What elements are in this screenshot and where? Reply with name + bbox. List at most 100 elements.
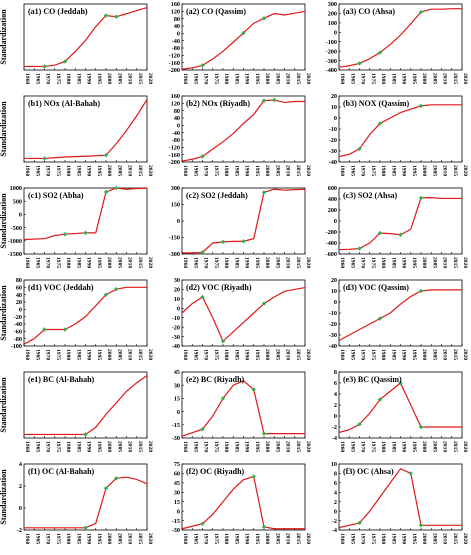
panel-title: (b1) NOx (Al-Bahah): [28, 99, 100, 108]
x-tick-label: 1980: [223, 441, 229, 452]
x-tick-label: 2010: [285, 441, 291, 452]
y-tick-label: -600: [326, 251, 337, 258]
panel-title: (a2) CO (Qassim): [186, 7, 246, 16]
data-point-marker: [103, 189, 109, 195]
y-tick-label: -40: [329, 159, 337, 166]
x-tick-label: 1980: [380, 349, 386, 360]
x-tick-label: 2005: [431, 441, 437, 452]
x-tick-label: 1995: [96, 165, 102, 176]
x-tick-label: 2015: [295, 349, 301, 360]
y-tick-label: 0: [334, 413, 337, 420]
y-tick-label: -200: [169, 159, 180, 166]
y-tick-label: -1000: [8, 238, 22, 245]
data-point-marker: [200, 250, 205, 255]
plot-frame: [23, 463, 148, 531]
x-tick-label: 1970: [45, 165, 51, 176]
data-point-marker: [418, 195, 424, 201]
series-line: [24, 6, 148, 68]
panel-title: (d2) VOC (Riyadh): [186, 283, 252, 292]
x-tick-label: 1975: [55, 349, 61, 360]
x-tick-label: 1985: [390, 165, 396, 176]
y-tick-label: -40: [329, 343, 337, 350]
y-tick-label: 0: [177, 409, 180, 416]
data-point-marker: [103, 13, 109, 18]
x-tick-label: 2000: [421, 257, 427, 268]
y-tick-label: 40: [174, 23, 180, 30]
x-tick-label: 1980: [380, 165, 386, 176]
y-tick-label: 15: [174, 396, 180, 403]
x-tick-label: 2010: [285, 349, 291, 360]
x-tick-label: 2020: [147, 349, 153, 360]
x-tick-label: 2020: [147, 257, 153, 268]
panel-title: (f3) OC (Ahsa): [343, 467, 394, 476]
x-tick-label: 1975: [370, 73, 376, 84]
y-tick-label: -60: [14, 329, 22, 336]
y-axis-label: Standardization: [0, 469, 8, 525]
x-tick-label: 1975: [55, 257, 61, 268]
y-tick-label: 10: [331, 288, 337, 295]
chart-panel: -1500 -1000 -500 0 500 1000 1960 1965 1970 1975 19…: [0, 185, 153, 268]
x-tick-label: 2020: [462, 441, 468, 452]
data-point-marker: [62, 327, 68, 332]
data-point-marker: [418, 424, 424, 430]
x-tick-label: 1965: [349, 349, 355, 360]
y-tick-label: 400: [328, 196, 337, 203]
x-tick-label: 2015: [137, 257, 143, 268]
y-axis-label: Standardization: [0, 101, 8, 157]
x-tick-label: 1975: [370, 533, 376, 544]
y-tick-label: 20: [16, 299, 22, 306]
y-tick-label: -20: [172, 324, 180, 331]
y-tick-label: 0: [177, 218, 180, 225]
x-tick-label: 1995: [96, 349, 102, 360]
data-point-marker: [200, 63, 205, 68]
x-tick-label: 1990: [86, 349, 92, 360]
x-tick-label: 2020: [462, 165, 468, 176]
x-tick-label: 1980: [223, 349, 229, 360]
x-tick-label: 2000: [421, 165, 427, 176]
x-tick-label: 2015: [452, 533, 458, 544]
x-tick-label: 1965: [349, 73, 355, 84]
data-point-marker: [200, 521, 205, 526]
y-tick-label: 0: [19, 307, 22, 314]
y-tick-label: -20: [329, 137, 337, 144]
x-tick-label: 2000: [106, 165, 112, 176]
chart-panel: -40 -30 -20 -10 0 10 20 1960 1965 1970 1975 1980 198…: [329, 93, 468, 176]
x-tick-label: 1960: [24, 257, 30, 268]
y-tick-label: 4: [19, 461, 22, 468]
x-tick-label: 2005: [274, 257, 280, 268]
y-tick-label: -100: [11, 343, 22, 350]
panel-title: (a1) CO (Jeddah): [28, 7, 88, 16]
x-tick-label: 1985: [75, 73, 81, 84]
y-tick-label: 120: [171, 9, 180, 16]
chart-panel: 1960 1965 1970 1975 1980 1985 1990 1995 2000 2005…: [0, 3, 153, 84]
data-point-marker: [42, 64, 47, 69]
x-tick-label: 2005: [274, 165, 280, 176]
x-tick-label: 1965: [192, 349, 198, 360]
x-tick-label: 1990: [401, 441, 407, 452]
x-tick-label: 2005: [116, 349, 122, 360]
x-tick-label: 1985: [233, 533, 239, 544]
y-tick-label: 0: [334, 115, 337, 122]
x-tick-label: 1960: [339, 165, 345, 176]
x-tick-label: 2020: [462, 73, 468, 84]
x-tick-label: 1980: [65, 165, 71, 176]
y-tick-label: -2: [332, 424, 337, 431]
x-tick-label: 2020: [462, 257, 468, 268]
data-point-marker: [357, 520, 362, 526]
x-tick-label: 1965: [34, 257, 40, 268]
x-tick-label: 1995: [254, 73, 260, 84]
x-tick-label: 1980: [65, 441, 71, 452]
y-axis-label: Standardization: [0, 193, 8, 249]
data-point-marker: [398, 232, 403, 237]
data-point-marker: [114, 185, 119, 191]
x-tick-label: 2000: [264, 165, 270, 176]
data-point-marker: [251, 474, 256, 479]
data-point-marker: [377, 230, 383, 236]
x-tick-label: 1960: [339, 441, 345, 452]
x-tick-label: 1970: [360, 441, 366, 452]
x-tick-label: 1990: [401, 73, 407, 84]
y-tick-label: 1000: [10, 185, 22, 192]
y-tick-label: 0: [177, 305, 180, 312]
